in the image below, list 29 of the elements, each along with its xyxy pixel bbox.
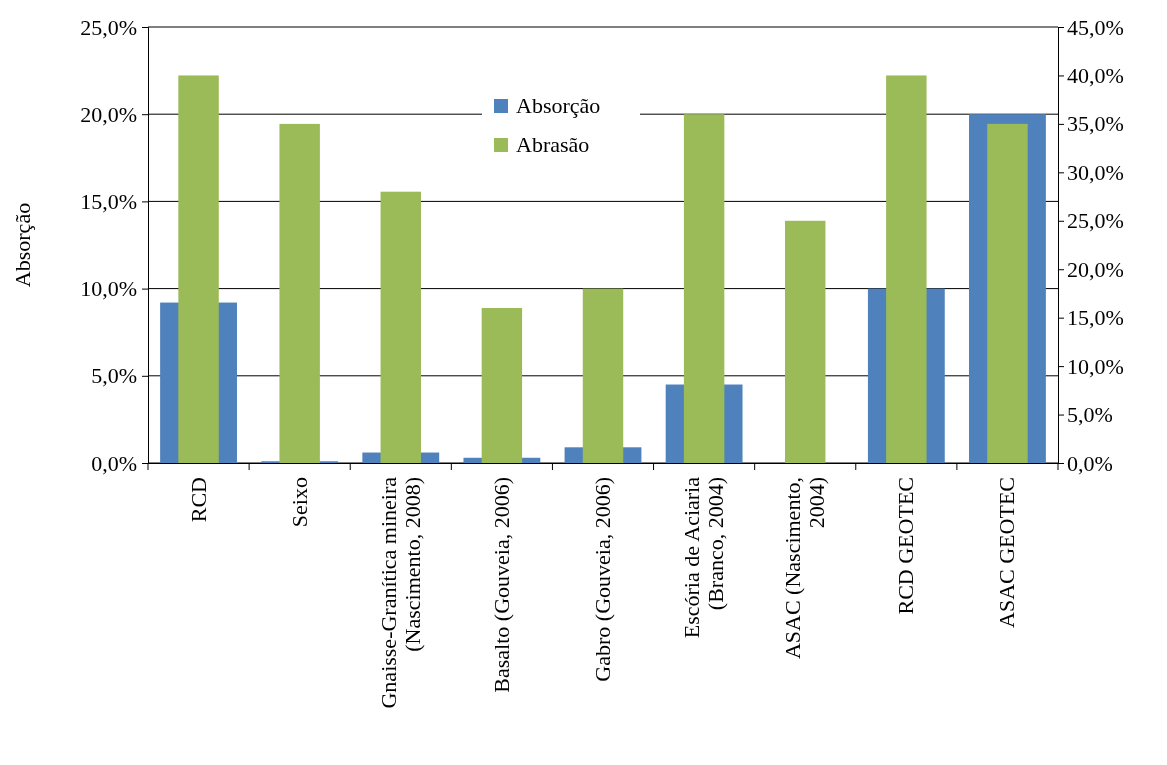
y-tick-label: 20,0% — [80, 101, 137, 127]
y-tick-label: 5,0% — [91, 363, 137, 389]
y2-tick-label: 25,0% — [1067, 208, 1124, 234]
x-tick-label: ASAC GEOTEC — [994, 477, 1020, 628]
x-tick-label: Gabro (Gouveia, 2006) — [590, 477, 615, 682]
y2-tick-label: 5,0% — [1067, 402, 1113, 428]
x-tick-label: RCD — [185, 477, 211, 523]
x-tick-label: RCD GEOTEC — [893, 477, 919, 615]
y2-tick-label: 10,0% — [1067, 353, 1124, 379]
y-tick-label: 15,0% — [80, 188, 137, 214]
x-tick-label: Gnaisse-Granítica mineira (Nascimento, 2008) — [375, 476, 425, 709]
x-tick-label: Basalto (Gouveia, 2006) — [488, 477, 514, 693]
legend-label: Absorção — [516, 93, 601, 118]
y-tick-label: 10,0% — [80, 276, 137, 302]
y2-tick-label: 40,0% — [1067, 62, 1124, 88]
x-tick-label: Escória de Aciaria (Branco, 2004) — [679, 476, 729, 639]
x-tick-label: Seixo — [286, 477, 312, 528]
y-tick-label: 25,0% — [80, 14, 137, 40]
x-tick-label: ASAC (Nascimento, 2004) — [780, 477, 830, 660]
y2-tick-label: 45,0% — [1067, 14, 1124, 40]
y2-tick-label: 30,0% — [1067, 159, 1124, 185]
bar — [785, 220, 826, 463]
y2-tick-label: 35,0% — [1067, 111, 1124, 137]
y2-tick-label: 20,0% — [1067, 256, 1124, 282]
y-axis-title: Absorção — [10, 202, 35, 288]
y2-tick-label: 15,0% — [1067, 305, 1124, 331]
y-tick-label: 0,0% — [91, 450, 137, 476]
legend-label: Abrasão — [516, 132, 590, 157]
y2-tick-label: 0,0% — [1067, 450, 1113, 476]
